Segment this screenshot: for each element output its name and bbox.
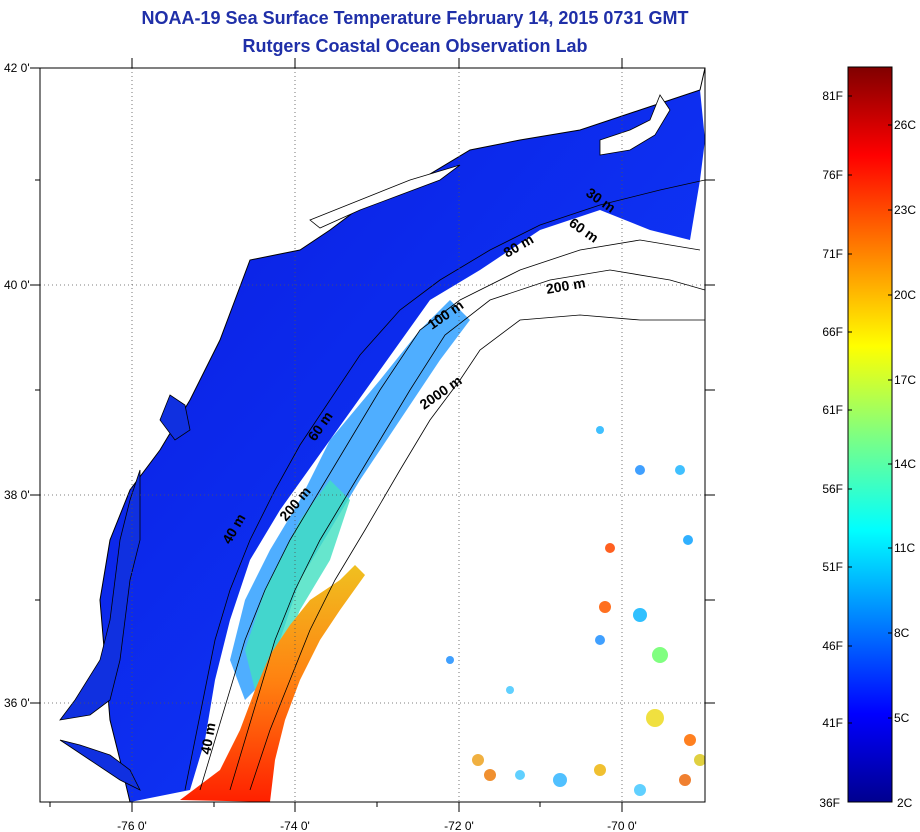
gulf-stream (180, 565, 365, 802)
lat-label: 40 0' (4, 278, 30, 292)
map-title: NOAA-19 Sea Surface Temperature February… (141, 8, 689, 28)
map-area: 30 m 60 m 80 m 200 m 100 m 2000 m 60 m 2… (40, 68, 705, 802)
lon-label: -76 0' (117, 819, 147, 832)
land (40, 68, 705, 802)
colorbar-label-f: 36F (819, 796, 840, 810)
colorbar-label-c: 23C (894, 203, 916, 217)
offshore-patches (446, 426, 705, 796)
cape-cod (599, 94, 671, 156)
pamlico-sound (59, 739, 141, 791)
lat-label: 36 0' (4, 696, 30, 710)
colorbar (847, 66, 893, 803)
lat-label: 38 0' (4, 488, 30, 502)
colorbar-label-c: 11C (894, 541, 915, 555)
contour-label: 40 m (197, 721, 218, 755)
colorbar-label-f: 51F (822, 560, 843, 574)
bathymetry-contours (184, 179, 705, 791)
contour-label: 60 m (566, 214, 601, 245)
axis-ticks (30, 58, 715, 812)
colorbar-label-c: 5C (894, 711, 910, 725)
colorbar-label-f: 76F (822, 168, 843, 182)
colorbar-label-f: 61F (822, 403, 843, 417)
colorbar-label-f: 46F (822, 639, 843, 653)
colorbar-label-c: 14C (894, 457, 916, 471)
delaware-bay (159, 394, 191, 441)
colorbar-label-c: 26C (894, 118, 916, 132)
colorbar-label-c: 2C (897, 796, 913, 810)
colorbar-label-f: 66F (822, 325, 843, 339)
contour-label: 200 m (545, 274, 587, 297)
colorbar-label-f: 81F (822, 89, 843, 103)
colorbar-label-f: 41F (822, 716, 843, 730)
lon-label: -70 0' (607, 819, 637, 832)
colorbar-label-f: 56F (822, 482, 843, 496)
map-subtitle: Rutgers Coastal Ocean Observation Lab (242, 36, 588, 56)
graticule (40, 68, 705, 802)
colorbar-ticks (848, 95, 892, 724)
lon-label: -72 0' (444, 819, 474, 832)
colorbar-label-c: 17C (894, 373, 916, 387)
long-island (309, 164, 461, 229)
colorbar-label-c: 8C (894, 626, 910, 640)
map-frame (39, 67, 706, 803)
colorbar-label-c: 20C (894, 288, 916, 302)
lon-label: -74 0' (280, 819, 310, 832)
chesapeake-bay (59, 469, 141, 721)
lat-label: 42 0' (4, 61, 30, 75)
shelf-water (100, 90, 705, 802)
colorbar-label-f: 71F (822, 247, 843, 261)
